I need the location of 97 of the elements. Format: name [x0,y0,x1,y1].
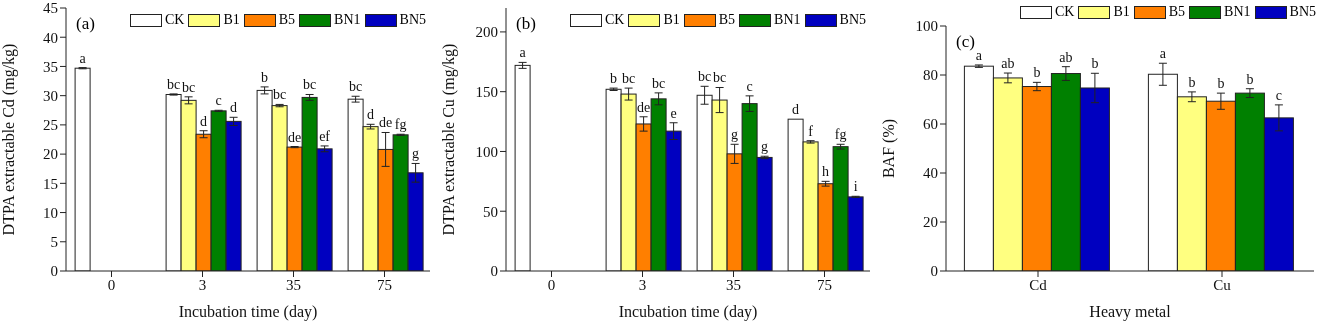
annotation: i [853,179,858,195]
y-tick-label: 0 [930,263,938,280]
legend-label: B5 [278,12,296,28]
legend-label: BN5 [839,12,866,28]
annotation: g [412,146,420,162]
annotation: bc [181,79,196,95]
y-axis-title: DTPA extractable Cd (mg/kg) [0,43,18,236]
annotation: e [670,105,677,121]
annotation: d [200,113,208,129]
x-tick-label: 75 [817,276,832,293]
annotation: fg [394,117,407,133]
annotation: b [1188,74,1196,90]
y-tick-label: 30 [43,87,58,104]
annotation: g [731,127,739,143]
annotation: h [822,164,830,180]
legend-label: B5 [718,12,736,28]
annotation: a [79,50,87,66]
annotation: a [1159,46,1167,62]
legend-label: CK [164,12,185,28]
x-tick-label: 0 [107,276,116,293]
x-tick-label: 75 [377,276,392,293]
legend-label: BN5 [1289,4,1316,20]
y-tick-label: 200 [475,24,498,41]
annotation: bc [272,87,287,103]
legend-label: B5 [1168,4,1186,20]
annotation: ab [1001,56,1015,72]
annotation: c [746,78,753,94]
x-tick-label: 0 [547,276,556,293]
x-tick-label: 35 [726,276,741,293]
legend-label: BN1 [1224,4,1251,20]
annotation: c [1275,87,1283,103]
legend-label: CK [604,12,625,28]
chart-title: (a) [76,14,95,34]
annotation: d [230,100,238,116]
annotation: bc [697,69,712,85]
x-tick-label: Cd [1029,276,1048,293]
annotation: d [367,107,375,123]
annotation: bc [651,75,666,91]
annotation: bc [712,70,727,86]
annotation: b [1217,76,1225,92]
x-tick-label: 3 [198,276,207,293]
annotation: de [636,99,651,115]
annotation: g [761,139,769,155]
annotation: b [261,69,269,85]
x-axis-title: Incubation time (day) [618,303,758,321]
x-tick-label: 35 [286,276,301,293]
annotation: f [808,123,814,139]
legend-label: BN1 [334,12,361,28]
legend-label: B1 [663,12,680,28]
legend-label: BN5 [399,12,426,28]
y-tick-label: 0 [490,263,498,280]
chart-title: (b) [516,14,536,34]
annotation: bc [166,76,181,92]
annotation: bc [348,79,363,95]
annotation: ab [1059,49,1073,65]
y-tick-label: 45 [43,0,58,17]
annotation: b [610,71,618,87]
y-tick-label: 25 [43,117,58,134]
y-tick-label: 60 [923,116,938,133]
y-tick-label: 50 [483,203,498,220]
annotation: a [519,45,527,61]
annotation: c [215,93,222,109]
y-tick-label: 80 [923,67,938,84]
legend-label: B1 [1113,4,1130,20]
y-tick-label: 100 [915,18,938,35]
y-tick-label: 15 [43,175,58,192]
y-tick-label: 40 [923,165,938,182]
annotation: bc [302,77,317,93]
y-tick-label: 20 [43,146,58,163]
chart-title: (c) [956,32,975,52]
y-tick-label: 5 [50,234,58,251]
annotation: b [1033,65,1041,81]
x-axis-title: Heavy metal [1089,303,1172,321]
annotation: a [975,47,983,63]
annotation: d [792,102,800,118]
y-tick-label: 10 [43,204,58,221]
y-tick-label: 0 [50,263,58,280]
annotation: de [287,129,302,145]
y-tick-label: 150 [475,84,498,101]
y-tick-label: 35 [43,58,58,75]
annotation: b [1091,56,1099,72]
annotation: fg [834,127,847,143]
y-axis-title: DTPA extractable Cu (mg/kg) [439,43,458,236]
y-tick-label: 20 [923,214,938,231]
legend-label: BN1 [774,12,801,28]
annotation: de [378,115,393,131]
legend-label: CK [1054,4,1075,20]
x-tick-label: Cu [1213,276,1232,293]
y-axis-title: BAF (%) [879,118,898,179]
y-tick-label: 40 [43,29,58,46]
annotation: ef [319,128,331,144]
annotation: b [1246,71,1254,87]
legend-label: B1 [223,12,240,28]
x-axis-title: Incubation time (day) [178,303,318,321]
y-tick-label: 100 [475,143,498,160]
x-tick-label: 3 [638,276,647,293]
annotation: bc [621,71,636,87]
